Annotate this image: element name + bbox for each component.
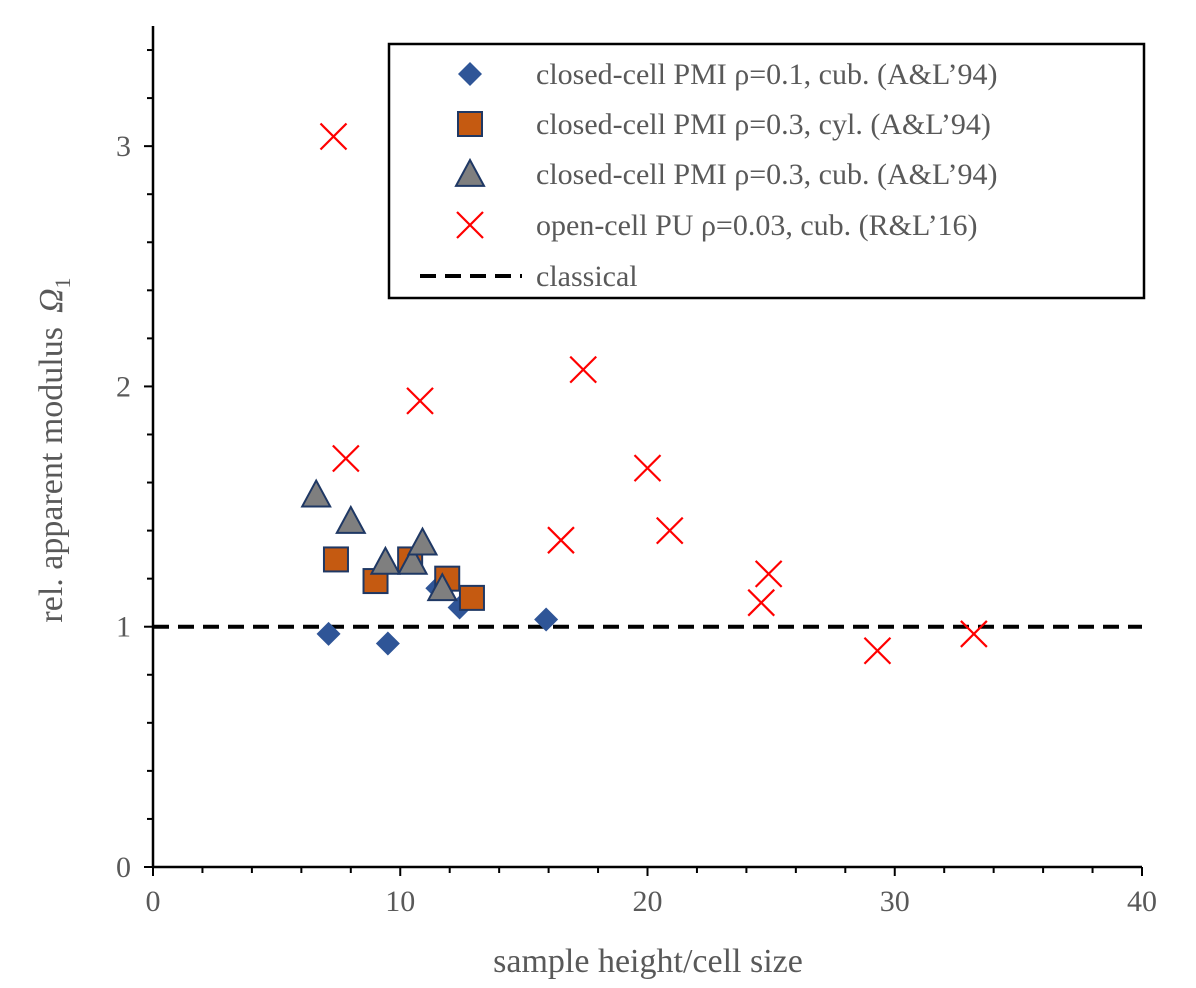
legend-swatch-cross <box>456 211 484 239</box>
legend-swatch-diamond <box>458 62 482 86</box>
x-tick-label: 0 <box>146 885 161 918</box>
legend-label: closed-cell PMI ρ=0.1, cub. (A&L’94) <box>536 58 998 91</box>
legend: closed-cell PMI ρ=0.1, cub. (A&L’94) clos… <box>387 42 1146 300</box>
legend-label: classical <box>536 260 638 293</box>
x-tick-label: 40 <box>1127 885 1157 918</box>
legend-swatch-triangle <box>454 157 486 187</box>
data-markers <box>300 122 988 665</box>
data-point-cross <box>747 588 776 617</box>
data-point-square <box>458 584 485 611</box>
y-axis: 0 1 2 3 <box>116 26 155 884</box>
y-axis-title-symbol: Ω <box>33 288 70 313</box>
data-point-diamond <box>316 621 341 646</box>
legend-label: closed-cell PMI ρ=0.3, cyl. (A&L’94) <box>536 108 991 141</box>
data-point-cross <box>406 387 434 415</box>
data-point-cross <box>754 560 783 588</box>
data-point-square <box>322 546 349 573</box>
x-axis: 0 10 20 30 40 <box>146 865 1157 918</box>
data-point-cross <box>569 355 597 384</box>
data-point-cross <box>863 636 892 665</box>
data-point-diamond <box>375 631 400 656</box>
y-axis-title-subscript: 1 <box>50 277 75 288</box>
y-tick-label: 0 <box>116 851 131 884</box>
data-point-cross <box>332 444 360 473</box>
legend-swatch-square <box>457 111 483 137</box>
legend-box <box>387 42 1146 300</box>
data-point-cross <box>319 122 348 151</box>
data-point-cross <box>960 620 988 648</box>
y-tick-label: 2 <box>116 370 131 403</box>
y-axis-title: rel. apparent modulus Ω1 <box>33 277 75 622</box>
data-point-triangle <box>396 545 429 575</box>
data-point-triangle <box>369 545 402 575</box>
legend-label: closed-cell PMI ρ=0.3, cub. (A&L’94) <box>536 158 998 191</box>
data-point-triangle <box>426 572 458 602</box>
data-point-triangle <box>406 526 439 556</box>
y-axis-title-text: rel. apparent modulus <box>33 327 70 623</box>
y-tick-label: 3 <box>116 130 131 163</box>
x-tick-label: 30 <box>880 885 910 918</box>
x-axis-title: sample height/cell size <box>493 943 803 980</box>
data-point-cross <box>633 454 662 482</box>
legend-label: open-cell PU ρ=0.03, cub. (R&L’16) <box>536 209 978 242</box>
data-point-cross <box>655 516 684 545</box>
y-tick-label: 1 <box>116 611 131 644</box>
x-tick-label: 10 <box>385 885 415 918</box>
data-point-triangle <box>300 478 332 508</box>
data-point-cross <box>547 526 575 554</box>
data-point-diamond <box>534 607 559 632</box>
x-tick-label: 20 <box>633 885 663 918</box>
data-point-triangle <box>335 504 367 534</box>
